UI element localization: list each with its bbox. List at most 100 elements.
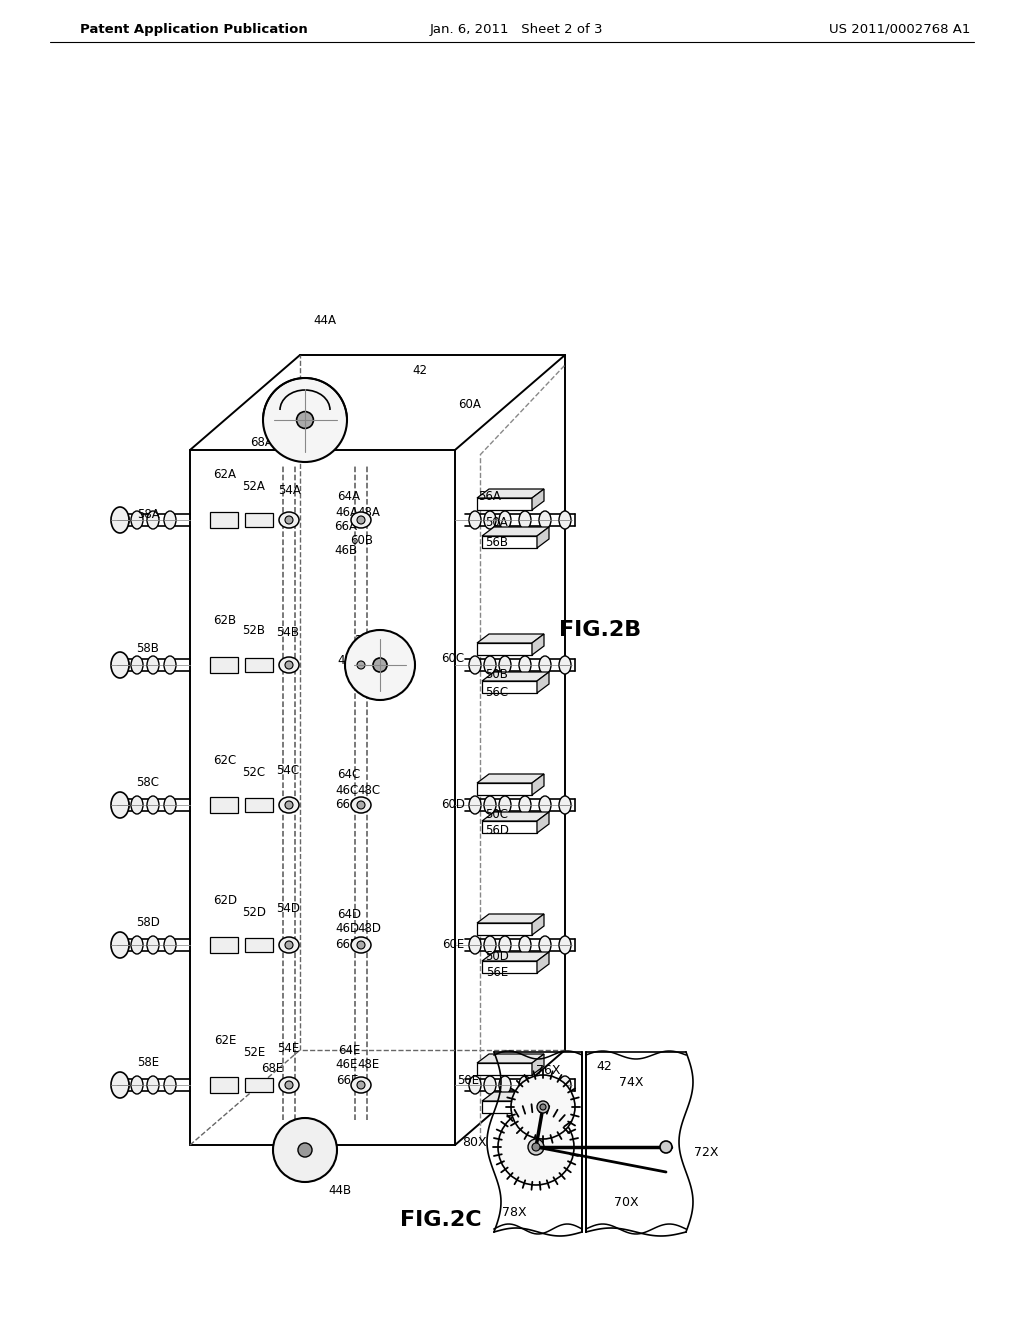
Ellipse shape	[164, 936, 176, 954]
Circle shape	[297, 412, 313, 429]
Text: 20: 20	[354, 634, 370, 647]
Ellipse shape	[111, 1072, 129, 1098]
Circle shape	[540, 1104, 546, 1110]
Text: 60A: 60A	[459, 399, 481, 412]
Text: 66D: 66D	[335, 937, 359, 950]
Polygon shape	[537, 812, 549, 833]
Text: 58A: 58A	[136, 508, 160, 521]
Text: 46E: 46E	[336, 1059, 358, 1072]
Ellipse shape	[351, 937, 371, 953]
Polygon shape	[477, 1053, 544, 1063]
Circle shape	[357, 661, 365, 669]
Text: 46B: 46B	[335, 544, 357, 557]
Bar	[477, 643, 532, 655]
Circle shape	[498, 1109, 574, 1185]
Text: 50B: 50B	[485, 668, 509, 681]
Circle shape	[660, 1140, 672, 1152]
Ellipse shape	[484, 796, 496, 814]
Text: FIG.2B: FIG.2B	[559, 620, 641, 640]
Ellipse shape	[484, 1076, 496, 1094]
Ellipse shape	[484, 936, 496, 954]
Ellipse shape	[469, 936, 481, 954]
Polygon shape	[537, 952, 549, 973]
Text: 68A: 68A	[251, 436, 273, 449]
Circle shape	[357, 941, 365, 949]
Circle shape	[263, 378, 347, 462]
Ellipse shape	[279, 797, 299, 813]
Text: 62A: 62A	[213, 469, 237, 482]
Ellipse shape	[559, 511, 571, 529]
Ellipse shape	[469, 796, 481, 814]
Ellipse shape	[131, 936, 143, 954]
Circle shape	[285, 1081, 293, 1089]
Ellipse shape	[351, 1077, 371, 1093]
Ellipse shape	[351, 797, 371, 813]
Bar	[245, 513, 273, 527]
Polygon shape	[537, 672, 549, 693]
Text: 56A: 56A	[478, 491, 502, 503]
Ellipse shape	[499, 1076, 511, 1094]
Ellipse shape	[111, 792, 129, 818]
Bar	[482, 961, 537, 973]
Ellipse shape	[164, 656, 176, 675]
Ellipse shape	[147, 936, 159, 954]
Text: 62C: 62C	[213, 754, 237, 767]
Text: 44A: 44A	[313, 314, 337, 326]
Text: 52B: 52B	[243, 623, 265, 636]
Circle shape	[537, 1101, 549, 1113]
Ellipse shape	[111, 507, 129, 533]
Text: 76X: 76X	[536, 1064, 560, 1077]
Text: 62B: 62B	[213, 614, 237, 627]
Text: 64E: 64E	[338, 1044, 360, 1056]
Ellipse shape	[484, 656, 496, 675]
Bar	[482, 821, 537, 833]
Text: Jan. 6, 2011   Sheet 2 of 3: Jan. 6, 2011 Sheet 2 of 3	[430, 22, 603, 36]
Ellipse shape	[351, 657, 371, 673]
Ellipse shape	[164, 511, 176, 529]
Polygon shape	[532, 488, 544, 510]
Text: 50A: 50A	[485, 516, 508, 529]
Circle shape	[298, 1143, 312, 1158]
Ellipse shape	[499, 796, 511, 814]
Text: 56B: 56B	[485, 536, 509, 549]
Text: 62E: 62E	[214, 1034, 237, 1047]
Ellipse shape	[559, 936, 571, 954]
Text: 52A: 52A	[243, 480, 265, 494]
Text: 56C: 56C	[485, 685, 509, 698]
Text: 52C: 52C	[243, 766, 265, 779]
Text: 64D: 64D	[337, 908, 361, 920]
Ellipse shape	[279, 657, 299, 673]
Ellipse shape	[117, 656, 129, 675]
Circle shape	[357, 1081, 365, 1089]
Circle shape	[357, 516, 365, 524]
Polygon shape	[532, 774, 544, 795]
Polygon shape	[537, 1092, 549, 1113]
Text: 54D: 54D	[276, 902, 300, 915]
Bar	[210, 1077, 238, 1093]
Text: 60E: 60E	[442, 939, 464, 952]
Text: 80X: 80X	[462, 1135, 486, 1148]
Polygon shape	[532, 913, 544, 935]
Ellipse shape	[469, 656, 481, 675]
Bar	[477, 783, 532, 795]
Ellipse shape	[131, 656, 143, 675]
Ellipse shape	[469, 1076, 481, 1094]
Text: Patent Application Publication: Patent Application Publication	[80, 22, 308, 36]
Bar	[245, 939, 273, 952]
Text: 66C: 66C	[336, 799, 358, 812]
Ellipse shape	[111, 652, 129, 678]
Text: 62D: 62D	[213, 894, 238, 907]
Ellipse shape	[147, 1076, 159, 1094]
Bar	[210, 657, 238, 673]
Text: 58D: 58D	[136, 916, 160, 928]
Ellipse shape	[559, 656, 571, 675]
Text: US 2011/0002768 A1: US 2011/0002768 A1	[828, 22, 970, 36]
Circle shape	[511, 1074, 575, 1139]
Text: 52E: 52E	[243, 1045, 265, 1059]
Ellipse shape	[519, 656, 531, 675]
Polygon shape	[482, 812, 549, 821]
Text: 48E: 48E	[357, 1059, 380, 1072]
Ellipse shape	[111, 932, 129, 958]
Ellipse shape	[117, 1076, 129, 1094]
Bar	[210, 797, 238, 813]
